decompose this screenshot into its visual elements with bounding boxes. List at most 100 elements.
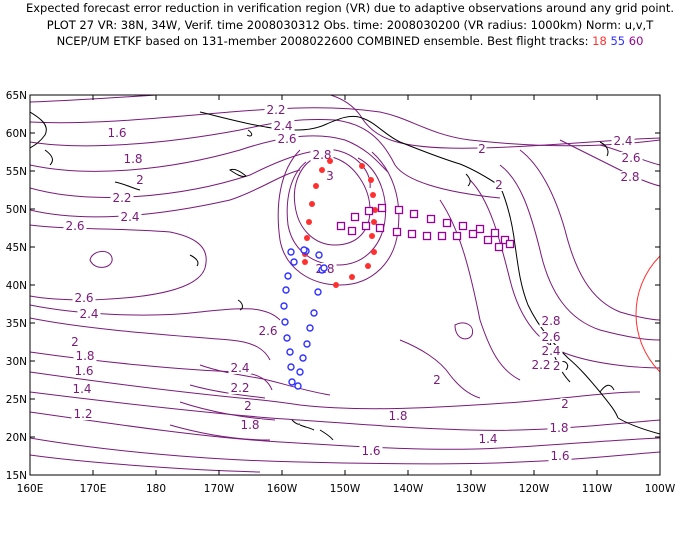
lat-label-35n: 35N bbox=[6, 318, 27, 330]
contour-label-bg bbox=[63, 220, 87, 232]
contour-label: 2.2 bbox=[230, 381, 249, 395]
contour-label-bg bbox=[539, 315, 563, 327]
contour-label: 2.4 bbox=[273, 119, 292, 133]
lon-label-150w: 150W bbox=[330, 483, 361, 495]
track-55-marker bbox=[288, 378, 296, 386]
track-55-marker bbox=[280, 302, 288, 310]
track-18-marker bbox=[313, 183, 319, 189]
contour-label-bg bbox=[256, 325, 280, 337]
contour-label: 1.8 bbox=[388, 409, 407, 423]
track-60-marker bbox=[475, 224, 485, 234]
track-55-marker bbox=[315, 251, 323, 259]
track-60-marker bbox=[422, 231, 432, 241]
contour-label: 2 bbox=[136, 173, 144, 187]
track-18-marker bbox=[371, 249, 377, 255]
track-18-marker bbox=[368, 177, 374, 183]
contour-label: 1.2 bbox=[73, 407, 92, 421]
track-55-marker bbox=[287, 248, 295, 256]
latitude-labels: 65N 60N 55N 50N 45N 40N 35N 30N 25N 20N … bbox=[6, 90, 27, 482]
track-60-marker bbox=[468, 229, 478, 239]
track-60-marker bbox=[407, 229, 417, 239]
track-60-marker bbox=[494, 242, 504, 252]
lon-label-130w: 130W bbox=[456, 483, 487, 495]
contour-label-bg bbox=[228, 382, 252, 394]
track-55-marker bbox=[314, 288, 322, 296]
contour-label-bg bbox=[228, 362, 252, 374]
contour-label: 2.2 bbox=[531, 358, 550, 372]
contour-label: 2.4 bbox=[120, 210, 139, 224]
contour-label: 2.6 bbox=[74, 291, 93, 305]
track-18-marker bbox=[309, 201, 315, 207]
contour-label: 1.8 bbox=[240, 418, 259, 432]
contour-label-bg bbox=[238, 419, 262, 431]
track-55-marker bbox=[294, 382, 302, 390]
contour-label: 1.6 bbox=[550, 449, 569, 463]
contour-label-bg bbox=[310, 149, 334, 161]
contour-label: 2.6 bbox=[621, 151, 640, 165]
contour-label-bg bbox=[264, 104, 288, 116]
contour-label-bg bbox=[611, 135, 635, 147]
contour-label: 2.2 bbox=[112, 191, 131, 205]
contour-label-bg bbox=[477, 143, 487, 155]
contour-label: 3 bbox=[326, 169, 334, 183]
contour-label: 1.6 bbox=[107, 126, 126, 140]
contour-label: 2.6 bbox=[258, 324, 277, 338]
contour-lines bbox=[30, 95, 660, 473]
track-60-marker bbox=[505, 239, 515, 249]
header-line-3: NCEP/UM ETKF based on 131-member 2008022… bbox=[0, 33, 700, 50]
lon-label-170e: 170E bbox=[80, 483, 107, 495]
track-id-60: 60 bbox=[628, 34, 644, 48]
lat-label-55n: 55N bbox=[6, 166, 27, 178]
track-55-marker bbox=[290, 258, 298, 266]
contour-label: 2.4 bbox=[541, 344, 560, 358]
track-55-marker bbox=[320, 264, 328, 272]
contour-label-bg bbox=[386, 410, 410, 422]
contour-label-bg bbox=[105, 127, 129, 139]
lon-label-100w: 100W bbox=[645, 483, 676, 495]
track-60-marker bbox=[409, 209, 419, 219]
lon-label-160e: 160E bbox=[17, 483, 44, 495]
track-60-marker bbox=[350, 212, 360, 222]
contour-label: 2 bbox=[244, 399, 252, 413]
contour-label: 2.4 bbox=[613, 134, 632, 148]
contour-label: 2 bbox=[495, 178, 503, 192]
lat-label-45n: 45N bbox=[6, 242, 27, 254]
track-18-marker bbox=[302, 259, 308, 265]
track-60-marker bbox=[375, 223, 385, 233]
lat-label-20n: 20N bbox=[6, 432, 27, 444]
track-18-marker bbox=[304, 235, 310, 241]
contour-label-bg bbox=[70, 336, 80, 348]
track-18-marker bbox=[365, 263, 371, 269]
contour-label: 2.8 bbox=[620, 170, 639, 184]
lon-label-160w: 160W bbox=[267, 483, 298, 495]
header-line-1: Expected forecast error reduction in ver… bbox=[25, 1, 675, 15]
contour-label-bg bbox=[121, 153, 145, 165]
contour-label-bg bbox=[476, 433, 500, 445]
track-55-marker bbox=[286, 348, 294, 356]
track-18-marker bbox=[372, 207, 378, 213]
contour-label: 1.8 bbox=[123, 152, 142, 166]
track-18-marker bbox=[327, 158, 333, 164]
contour-label-bg bbox=[72, 365, 96, 377]
contour-label: 2.6 bbox=[277, 132, 296, 146]
track-60-marker bbox=[336, 221, 346, 231]
track-18-marker bbox=[349, 274, 355, 280]
contour-label: 1.4 bbox=[72, 382, 91, 396]
header-line-3-prefix: NCEP/UM ETKF based on 131-member 2008022… bbox=[56, 34, 593, 48]
lon-label-170w: 170W bbox=[204, 483, 235, 495]
track-60-marker bbox=[483, 235, 493, 245]
contour-label-bg bbox=[243, 400, 253, 412]
track-55-marker bbox=[300, 246, 308, 254]
contour-labels: 2.22.42.62.8321.61.822.22.42.62.62.42.62… bbox=[63, 103, 643, 463]
track-60-marker bbox=[442, 218, 452, 228]
track-60-marker bbox=[437, 231, 447, 241]
contour-label-bg bbox=[548, 450, 572, 462]
track-55-marker bbox=[296, 368, 304, 376]
contour-label: 2 bbox=[433, 373, 441, 387]
track-18-marker bbox=[370, 192, 376, 198]
contour-label-bg bbox=[494, 179, 504, 191]
track-18-marker bbox=[359, 163, 365, 169]
contour-label: 2.8 bbox=[312, 148, 331, 162]
lon-label-120w: 120W bbox=[519, 483, 550, 495]
lon-label-180: 180 bbox=[146, 483, 166, 495]
